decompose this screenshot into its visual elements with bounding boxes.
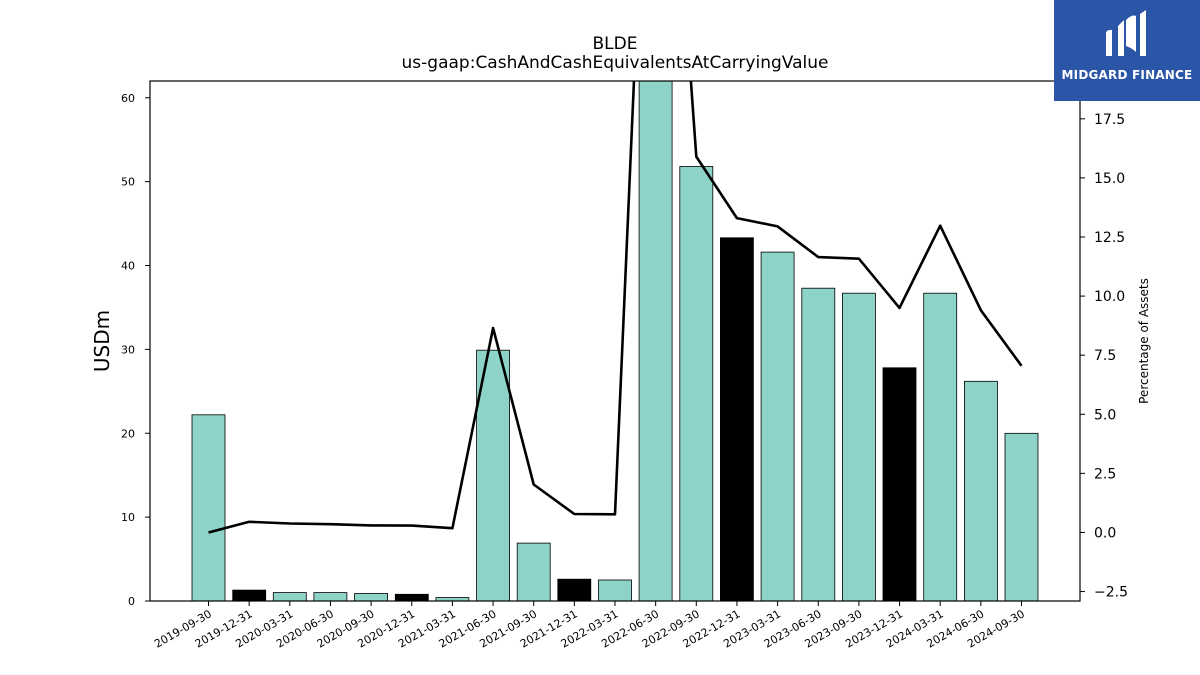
bar xyxy=(191,414,226,602)
y2-tick-label: 17.5 xyxy=(1094,112,1125,128)
chart-subtitle: us-gaap:CashAndCashEquivalentsAtCarrying… xyxy=(402,53,829,73)
y-axis-label: USDm xyxy=(90,310,114,372)
bar xyxy=(842,292,876,602)
y-tick-label: 0 xyxy=(128,595,135,608)
y2-tick-label: −2.5 xyxy=(1094,585,1128,601)
line-series xyxy=(208,81,1023,534)
bar xyxy=(638,80,673,602)
bar xyxy=(598,579,632,602)
y2-tick-label: 0.0 xyxy=(1094,525,1116,541)
bar xyxy=(313,592,348,602)
y-tick-label: 20 xyxy=(121,427,135,440)
logo-text: MIDGARD FINANCE xyxy=(1061,68,1193,82)
chart-title: BLDE xyxy=(593,34,638,54)
bar xyxy=(1004,432,1039,602)
y2-tick-label: 2.5 xyxy=(1094,466,1116,482)
bar xyxy=(964,380,998,602)
midgard-logo: MIDGARD FINANCE xyxy=(1054,0,1200,101)
x-axis: 2019-09-302019-12-312020-03-312020-06-30… xyxy=(152,601,1027,651)
bar xyxy=(923,292,958,602)
y-tick-label: 30 xyxy=(121,343,135,356)
bar xyxy=(232,589,267,602)
y-tick-label: 10 xyxy=(121,511,135,524)
y2-tick-label: 15.0 xyxy=(1094,171,1125,187)
y2-tick-label: 5.0 xyxy=(1094,407,1116,423)
bar xyxy=(354,593,389,602)
bar xyxy=(272,592,307,602)
bar xyxy=(557,578,592,602)
y-axis-right: −2.5 0.0 2.5 5.0 7.5 10.0 12.5 15.0 17.5 xyxy=(1080,112,1128,601)
y-tick-label: 40 xyxy=(121,260,135,273)
y-tick-label: 60 xyxy=(121,92,135,105)
line-series-group xyxy=(208,81,1023,534)
midgard-logo-icon xyxy=(1106,10,1146,56)
bar xyxy=(394,593,429,602)
bar xyxy=(516,542,551,602)
bar xyxy=(679,166,714,602)
bar xyxy=(801,287,836,602)
bar-series xyxy=(191,80,1039,602)
bar xyxy=(476,349,511,602)
y-tick-label: 50 xyxy=(121,176,135,189)
y-axis-left: 0 10 20 30 40 50 60 xyxy=(121,92,150,608)
bar xyxy=(882,367,917,602)
bar xyxy=(720,237,754,602)
y2-axis-label: Percentage of Assets xyxy=(1137,278,1151,404)
y2-tick-label: 12.5 xyxy=(1094,230,1125,246)
y2-tick-label: 7.5 xyxy=(1094,348,1116,364)
bar xyxy=(760,251,795,602)
y2-tick-label: 10.0 xyxy=(1094,289,1125,305)
